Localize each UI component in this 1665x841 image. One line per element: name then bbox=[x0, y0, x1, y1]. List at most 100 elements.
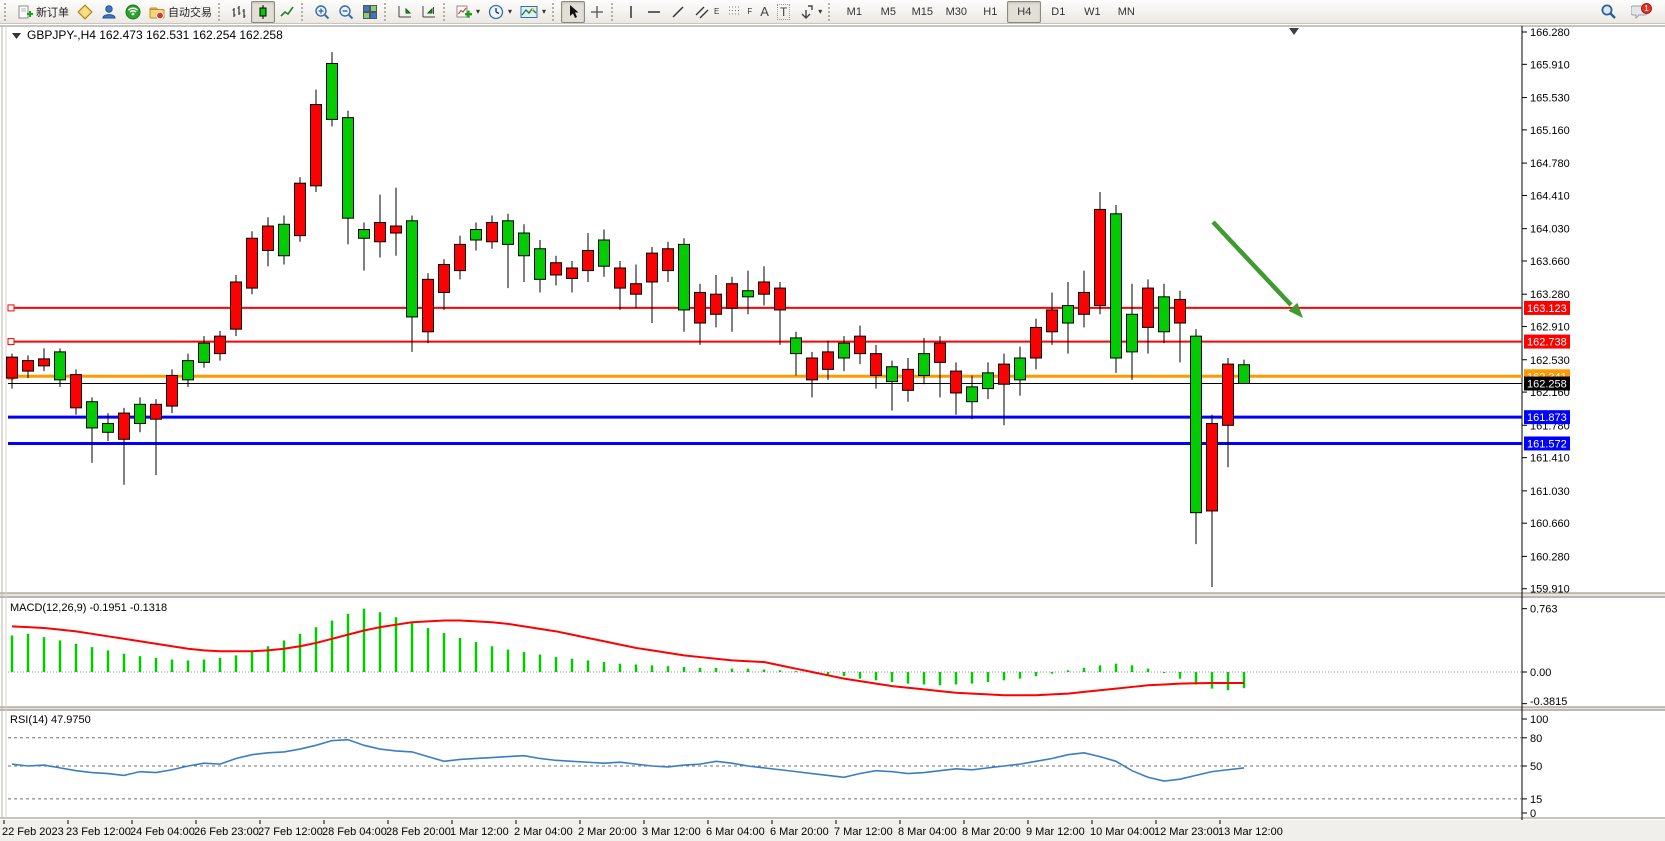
new-order-button[interactable]: 新订单 bbox=[13, 1, 73, 23]
time-tick-label: 3 Mar 12:00 bbox=[642, 826, 701, 838]
toolbar-grip[interactable] bbox=[552, 2, 557, 21]
auto-trading-button[interactable]: 自动交易 bbox=[145, 1, 216, 23]
indicators-button[interactable]: ▾ bbox=[452, 1, 484, 23]
line-anchor[interactable] bbox=[7, 304, 15, 312]
timeframe-button-M15[interactable]: M15 bbox=[911, 5, 934, 18]
toolbar-grip[interactable] bbox=[384, 2, 389, 21]
candle bbox=[758, 281, 770, 295]
candle bbox=[1014, 357, 1026, 381]
new-order-label: 新订单 bbox=[36, 6, 69, 19]
zoom-out-button[interactable] bbox=[334, 1, 358, 23]
macd-histogram-bar bbox=[314, 627, 318, 672]
price-tick-label: 164.030 bbox=[1530, 224, 1570, 236]
line-anchor[interactable] bbox=[7, 338, 15, 346]
macd-histogram-bar bbox=[90, 647, 94, 672]
toolbar-grip[interactable] bbox=[443, 2, 448, 21]
toolbar-grip[interactable] bbox=[301, 2, 306, 21]
candlestick-chart-button[interactable] bbox=[251, 0, 275, 23]
trendline-tool-button[interactable] bbox=[666, 1, 690, 23]
time-tick-label: 13 Mar 12:00 bbox=[1218, 826, 1283, 838]
search-button[interactable] bbox=[1596, 1, 1621, 23]
toolbar: 新订单 bbox=[0, 0, 1665, 24]
macd-histogram-bar bbox=[298, 633, 302, 672]
annotation-arrow-line[interactable] bbox=[1211, 220, 1293, 307]
time-tick-label: 6 Mar 20:00 bbox=[770, 826, 829, 838]
candle bbox=[710, 293, 722, 315]
chart-shift-button[interactable] bbox=[417, 1, 441, 23]
crosshair-tool-button[interactable] bbox=[585, 1, 609, 23]
timeframe-button-MN[interactable]: MN bbox=[1117, 5, 1135, 18]
macd-histogram-bar bbox=[1146, 668, 1150, 672]
pane-separator[interactable] bbox=[0, 707, 1665, 711]
chart-background bbox=[0, 24, 1665, 841]
timeframe-button-W1[interactable]: W1 bbox=[1084, 5, 1101, 18]
toolbar-grip[interactable] bbox=[611, 2, 616, 21]
text-tool-button[interactable]: A bbox=[756, 1, 773, 23]
candle bbox=[774, 287, 786, 311]
cursor-icon bbox=[570, 4, 579, 18]
trendline-icon bbox=[672, 5, 684, 18]
horizontal-line-tool-button[interactable] bbox=[642, 1, 666, 23]
auto-scroll-button[interactable] bbox=[393, 1, 417, 23]
toolbar-grip[interactable] bbox=[4, 2, 9, 21]
add-indicator-icon bbox=[456, 5, 472, 18]
macd-histogram-bar bbox=[778, 670, 782, 672]
vertical-line-icon bbox=[630, 5, 632, 18]
candle bbox=[1110, 213, 1122, 359]
macd-histogram-bar bbox=[442, 632, 446, 672]
dropdown-caret: ▾ bbox=[542, 7, 547, 16]
horizontal-line-icon bbox=[648, 10, 661, 13]
fibonacci-tool-button[interactable]: F bbox=[723, 1, 756, 23]
line-chart-button[interactable] bbox=[275, 1, 299, 23]
market-button[interactable] bbox=[73, 1, 97, 23]
channel-tool-button[interactable]: E bbox=[690, 1, 723, 23]
macd-histogram-bar bbox=[170, 659, 174, 672]
timeframe-button-H4[interactable]: H4 bbox=[1007, 0, 1042, 23]
chart-title-collapse-icon[interactable] bbox=[12, 33, 21, 39]
templates-button[interactable]: ▾ bbox=[516, 1, 550, 23]
chart-window[interactable]: 166.280 165.910 165.530 165.160 164.780 164.4… bbox=[0, 24, 1665, 841]
candle bbox=[918, 353, 930, 376]
zoom-in-button[interactable] bbox=[310, 1, 334, 23]
timeframe-button-H1[interactable]: H1 bbox=[983, 5, 998, 18]
zoom-in-icon bbox=[315, 4, 330, 19]
community-button[interactable] bbox=[97, 1, 121, 23]
chart-canvas[interactable]: 166.280 165.910 165.530 165.160 164.780 164.4… bbox=[0, 24, 1665, 841]
time-tick-label: 27 Feb 12:00 bbox=[258, 826, 323, 838]
timeframe-button-M5[interactable]: M5 bbox=[880, 5, 896, 18]
candle bbox=[998, 363, 1010, 385]
broadcast-icon bbox=[125, 4, 141, 19]
timeframe-button-M1[interactable]: M1 bbox=[846, 5, 862, 18]
notification-badge: 1 bbox=[1644, 4, 1649, 13]
price-badge bbox=[1524, 410, 1570, 425]
bar-chart-button[interactable] bbox=[227, 1, 251, 23]
toolbar-grip[interactable] bbox=[828, 2, 833, 21]
timeframe-button-M30[interactable]: M30 bbox=[945, 5, 968, 18]
macd-histogram-bar bbox=[346, 613, 350, 672]
text-label-tool-button[interactable]: T bbox=[773, 1, 794, 23]
candle bbox=[550, 262, 562, 276]
pane-separator[interactable] bbox=[0, 593, 1665, 598]
rsi-tick-label: 15 bbox=[1530, 794, 1542, 806]
arrows-tool-button[interactable]: ▾ bbox=[794, 1, 826, 23]
timeframe-button-D1[interactable]: D1 bbox=[1051, 5, 1066, 18]
candle bbox=[230, 281, 242, 330]
tile-windows-icon bbox=[363, 4, 377, 19]
periods-button[interactable]: ▾ bbox=[484, 1, 516, 23]
annotation-arrow-head[interactable] bbox=[1288, 302, 1303, 318]
signals-button[interactable] bbox=[121, 1, 145, 23]
toolbar-grip[interactable] bbox=[218, 2, 223, 21]
vertical-line-tool-button[interactable] bbox=[620, 1, 642, 23]
time-tick-label: 10 Mar 04:00 bbox=[1090, 826, 1155, 838]
candle bbox=[310, 104, 322, 187]
macd-histogram-bar bbox=[1162, 672, 1166, 673]
macd-histogram-bar bbox=[458, 637, 462, 672]
macd-histogram-bar bbox=[1066, 670, 1070, 672]
tile-windows-button[interactable] bbox=[358, 1, 382, 23]
candle bbox=[1030, 326, 1042, 359]
notifications-button[interactable]: 1 bbox=[1627, 1, 1657, 23]
cursor-tool-button[interactable] bbox=[561, 0, 586, 23]
candle bbox=[182, 360, 194, 381]
candle bbox=[790, 337, 802, 355]
chart-shift-marker[interactable] bbox=[1289, 28, 1299, 35]
